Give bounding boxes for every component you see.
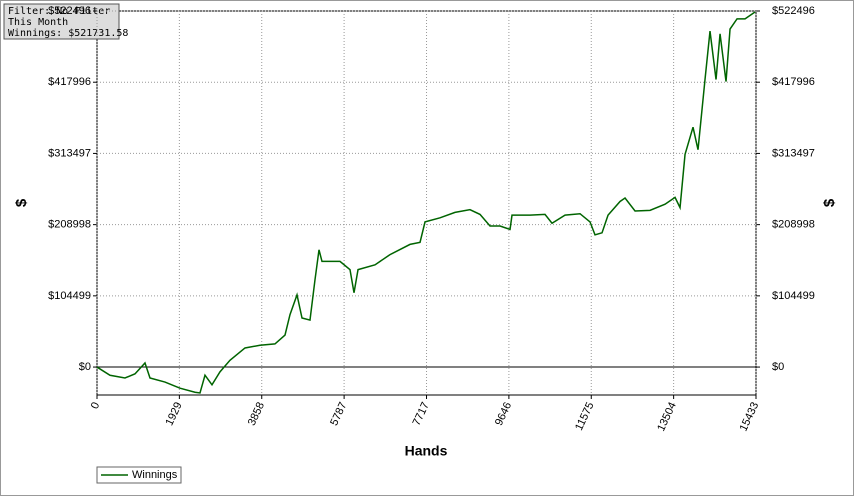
x-axis-label: Hands bbox=[405, 443, 448, 459]
legend-box bbox=[96, 466, 182, 484]
y-axis-label: $ bbox=[13, 198, 30, 207]
y2-tick-label: $417996 bbox=[772, 76, 815, 88]
info-text: Filter: No Filter bbox=[8, 6, 110, 17]
y-tick-label: $313497 bbox=[48, 147, 91, 159]
y2-tick-label: $522496 bbox=[772, 5, 815, 17]
y-tick-label: $104499 bbox=[48, 290, 91, 302]
y2-tick-label: $104499 bbox=[772, 290, 815, 302]
series-line bbox=[96, 11, 756, 394]
info-text: This Month bbox=[8, 17, 68, 28]
y2-tick-label: $208998 bbox=[772, 219, 815, 231]
y2-tick-label: $0 bbox=[772, 361, 784, 373]
x-tick-label: 0 bbox=[89, 400, 102, 411]
y2-tick-label: $313497 bbox=[772, 147, 815, 159]
y-tick-label: $0 bbox=[79, 361, 91, 373]
info-text: Winnings: $521731.58 bbox=[8, 28, 128, 39]
y-tick-label: $417996 bbox=[48, 76, 91, 88]
y2-axis-label: $ bbox=[821, 198, 838, 207]
info-box bbox=[3, 3, 120, 40]
y-tick-label: $208998 bbox=[48, 219, 91, 231]
legend-label: Winnings bbox=[132, 469, 178, 481]
y-tick-label: $522496 bbox=[48, 5, 91, 17]
